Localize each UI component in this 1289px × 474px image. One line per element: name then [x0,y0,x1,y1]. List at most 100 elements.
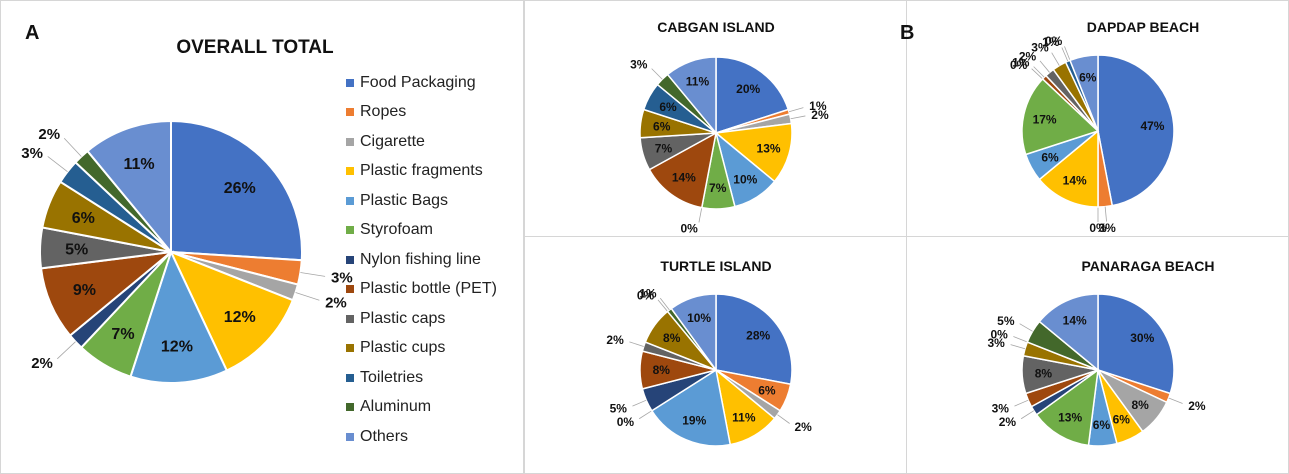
pie-slice [169,250,295,372]
leader-line [63,138,82,157]
data-label: 2% [811,108,829,122]
data-label: 19% [682,413,706,427]
leader-line [1039,60,1050,73]
data-label: 5% [997,314,1015,328]
data-label: 11% [123,156,154,173]
leader-line [1061,47,1069,62]
overall-pie: OVERALL TOTAL 26% 3% 2% 12% 12% 7% 2% 9% 5% 6% 3% 2%… [21,37,353,384]
data-label: 30% [1130,331,1154,345]
data-label: 2% [794,420,812,434]
leader-line [1104,206,1107,222]
panaraga-title: PANARAGA BEACH [1082,258,1215,274]
data-label: 14% [672,170,696,184]
data-label: 13% [757,141,781,155]
data-label: 2% [1019,49,1037,63]
data-label: 11% [732,410,756,424]
legend-item: Nylon fishing line [346,245,497,275]
legend-item: Styrofoam [346,216,497,246]
legend-label: Styrofoam [360,221,433,239]
data-label: 28% [746,328,770,342]
data-label: 10% [733,172,757,186]
leader-line [47,156,68,173]
leader-line [1010,344,1026,350]
leader-line [300,272,326,277]
legend-label: Plastic caps [360,309,446,327]
legend-label: Aluminum [360,398,432,416]
leader-line [1014,399,1029,407]
legend-label: Others [360,427,409,445]
legend-label: Plastic Bags [360,191,449,209]
legend-swatch [346,255,354,264]
data-label: 2% [325,294,347,311]
legend-item: Plastic cups [346,334,497,364]
legend-item: Cigarette [346,127,497,157]
legend-swatch [346,344,354,353]
legend-swatch [346,373,354,382]
data-label: 7% [655,141,673,155]
legend-item: Plastic caps [346,304,497,334]
overall-title: OVERALL TOTAL [176,37,334,58]
legend-label: Plastic bottle (PET) [360,280,497,298]
data-label: 3% [1098,221,1116,235]
turtle-title: TURTLE ISLAND [660,258,771,274]
data-label: 2% [38,126,60,143]
legend-item: Toiletries [346,363,497,393]
pie-slice [666,56,717,136]
pie-slice [714,122,793,183]
leader-line [1168,397,1183,404]
legend-label: Toiletries [360,368,424,386]
data-label: 6% [758,383,776,397]
legend-label: Cigarette [360,132,425,150]
dapdap-pie: DAPDAP BEACH47%3%0%14%6%17%0%1%2%3%1%0%6… [1010,19,1199,235]
legend-swatch [346,226,354,235]
legend-swatch [346,78,354,87]
leader-line [657,299,668,312]
legend-swatch [346,314,354,323]
data-label: 0% [1045,34,1063,48]
leader-line [1033,66,1045,78]
data-label: 0% [617,415,635,429]
legend-item: Plastic fragments [346,157,497,187]
cabgan-pie: CABGAN ISLAND 20% 1%2% 13% 10% 7% 0% 14% 7% 6% 6% 3… [630,19,829,235]
data-label: 11% [686,75,710,89]
data-label: 6% [659,100,677,114]
leader-line [1013,336,1028,343]
data-label: 6% [72,210,95,227]
legend-item: Plastic Bags [346,186,497,216]
pie-slice [1097,54,1175,207]
legend-swatch [346,403,354,412]
legend-item: Food Packaging [346,68,497,98]
data-label: 14% [1063,314,1087,328]
legend-label: Plastic fragments [360,162,483,180]
pie-slice [170,119,303,262]
legend-swatch [346,432,354,441]
leader-line [788,107,804,113]
leader-line [790,115,806,120]
pie-slice [1097,293,1175,395]
data-label: 1% [1012,56,1030,70]
pie-slice [650,368,732,447]
data-label: 13% [1058,410,1082,424]
legend-swatch [346,108,354,117]
leader-line [638,410,653,420]
data-label: 8% [653,363,671,377]
legend-swatch [346,196,354,205]
pie-slice [1038,293,1099,372]
panaraga-pie: PANARAGA BEACH30%2%8%6%6%13%2%3%8%3%0%5%… [988,258,1215,447]
data-label: 6% [653,119,671,133]
leader-line [651,68,663,80]
data-label: 6% [1113,413,1131,427]
pie-slice [648,131,718,209]
data-label: 2% [31,355,53,372]
panel-label-a: A [25,22,40,44]
data-label: 1% [809,99,827,113]
data-label: 3% [988,336,1006,350]
leader-line [1064,46,1071,61]
pie-slice [715,293,793,386]
data-label: 0% [1089,221,1107,235]
data-label: 0% [990,327,1008,341]
data-label: 3% [1031,41,1049,55]
legend-swatch [346,285,354,294]
